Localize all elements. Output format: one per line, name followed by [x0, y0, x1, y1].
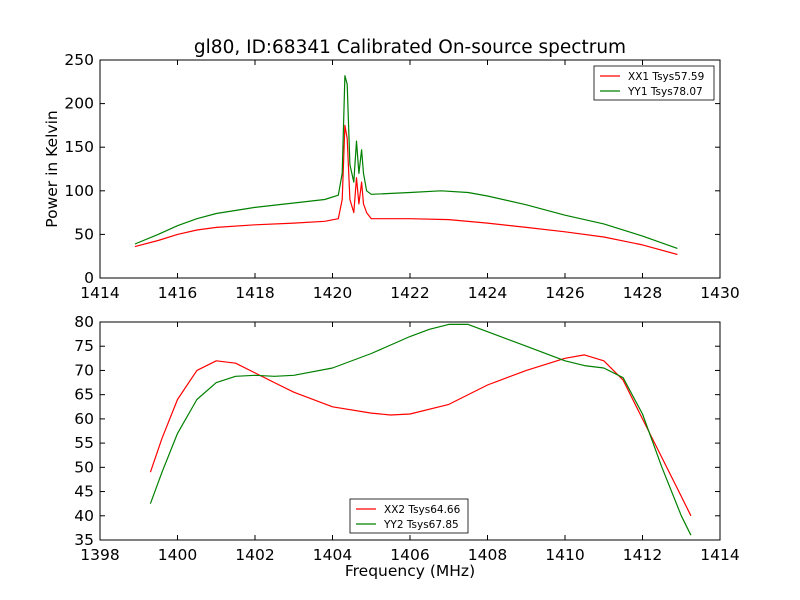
- y-tick-label: 50: [74, 458, 94, 476]
- x-tick-label: 1420: [313, 284, 352, 302]
- top-spectrum-plot: 1414 1416 1418 1420 1422 1424 1426 1428 1430 0 50 1…: [64, 51, 739, 302]
- y-tick-label: 45: [74, 483, 94, 501]
- series-line-yy1: [134, 75, 678, 249]
- legend-label: YY1 Tsys78.07: [627, 86, 703, 98]
- legend: XX2 Tsys64.66 YY2 Tsys67.85: [349, 498, 469, 534]
- x-tick-label: 1406: [390, 546, 429, 564]
- y-tick-label: 250: [64, 51, 94, 69]
- plot-frame: [99, 59, 721, 279]
- plot-frame: [99, 321, 721, 541]
- y-tick-label: 200: [64, 95, 94, 113]
- y-axis-label: Power in Kelvin: [43, 110, 61, 227]
- legend-label: XX2 Tsys64.66: [384, 504, 461, 516]
- y-tick-label: 65: [74, 386, 94, 404]
- x-tick-label: 1408: [468, 546, 507, 564]
- x-tick-label: 1418: [235, 284, 274, 302]
- series-line-yy2: [149, 323, 692, 536]
- y-tick-label: 80: [74, 313, 94, 331]
- y-tick-label: 50: [74, 225, 94, 243]
- series-line-xx2: [149, 354, 692, 517]
- x-tick-label: 1430: [700, 284, 739, 302]
- legend-label: XX1 Tsys57.59: [628, 71, 704, 83]
- chart-title: gl80, ID:68341 Calibrated On-source spec…: [194, 37, 626, 58]
- legend-box: [349, 498, 469, 534]
- y-tick-label: 40: [74, 507, 94, 525]
- x-tick-label: 1412: [623, 546, 662, 564]
- x-tick-label: 1400: [158, 546, 197, 564]
- x-tick-label: 1424: [468, 284, 507, 302]
- y-tick-label: 0: [84, 269, 94, 287]
- x-axis-label: Frequency (MHz): [345, 562, 475, 580]
- series-line-xx1: [134, 124, 678, 256]
- legend-label: YY2 Tsys67.85: [383, 519, 459, 531]
- y-tick-label: 75: [74, 337, 94, 355]
- legend-box: [593, 65, 715, 101]
- legend: XX1 Tsys57.59 YY1 Tsys78.07: [593, 65, 715, 101]
- x-tick-label: 1428: [623, 284, 662, 302]
- bottom-spectrum-plot: 1398 1400 1402 1404 1406 1408 1410 1412 1414 35 40…: [74, 313, 739, 564]
- x-tick-label: 1416: [158, 284, 197, 302]
- y-tick-label: 55: [74, 434, 94, 452]
- x-tick-label: 1426: [545, 284, 584, 302]
- x-tick-label: 1410: [545, 546, 584, 564]
- x-tick-label: 1404: [313, 546, 352, 564]
- y-tick-label: 60: [74, 410, 94, 428]
- x-tick-label: 1402: [235, 546, 274, 564]
- x-tick-label: 1398: [80, 546, 119, 564]
- y-tick-label: 70: [74, 361, 94, 379]
- y-tick-label: 150: [64, 138, 94, 156]
- x-tick-label: 1422: [390, 284, 429, 302]
- x-tick-label: 1414: [80, 284, 119, 302]
- x-tick-label: 1414: [700, 546, 739, 564]
- y-tick-label: 35: [74, 531, 94, 549]
- y-tick-label: 100: [64, 182, 94, 200]
